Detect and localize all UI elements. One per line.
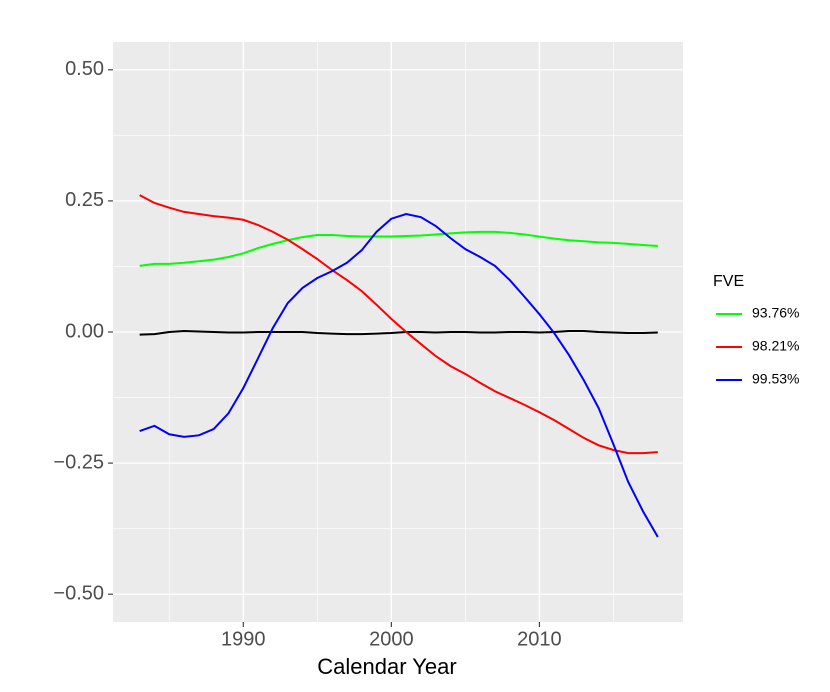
y-tick-label: −0.50	[53, 582, 104, 604]
legend-label: 98.21%	[752, 338, 799, 354]
legend-label: 99.53%	[752, 371, 799, 387]
series-line	[139, 329, 658, 336]
x-axis-title: Calendar Year	[317, 654, 456, 679]
legend-title: FVE	[713, 273, 744, 290]
legend-label: 93.76%	[752, 305, 799, 321]
y-tick-label: 0.25	[65, 189, 104, 211]
y-tick-label: 0.50	[65, 58, 104, 80]
y-tick-label: −0.25	[53, 451, 104, 473]
series-line	[139, 194, 658, 455]
y-tick-label: 0.00	[65, 320, 104, 342]
x-tick-label: 2010	[517, 628, 562, 650]
series-line	[139, 212, 659, 538]
x-tick-label: 1990	[221, 628, 266, 650]
series-line	[139, 230, 658, 267]
x-tick-label: 2000	[369, 628, 414, 650]
